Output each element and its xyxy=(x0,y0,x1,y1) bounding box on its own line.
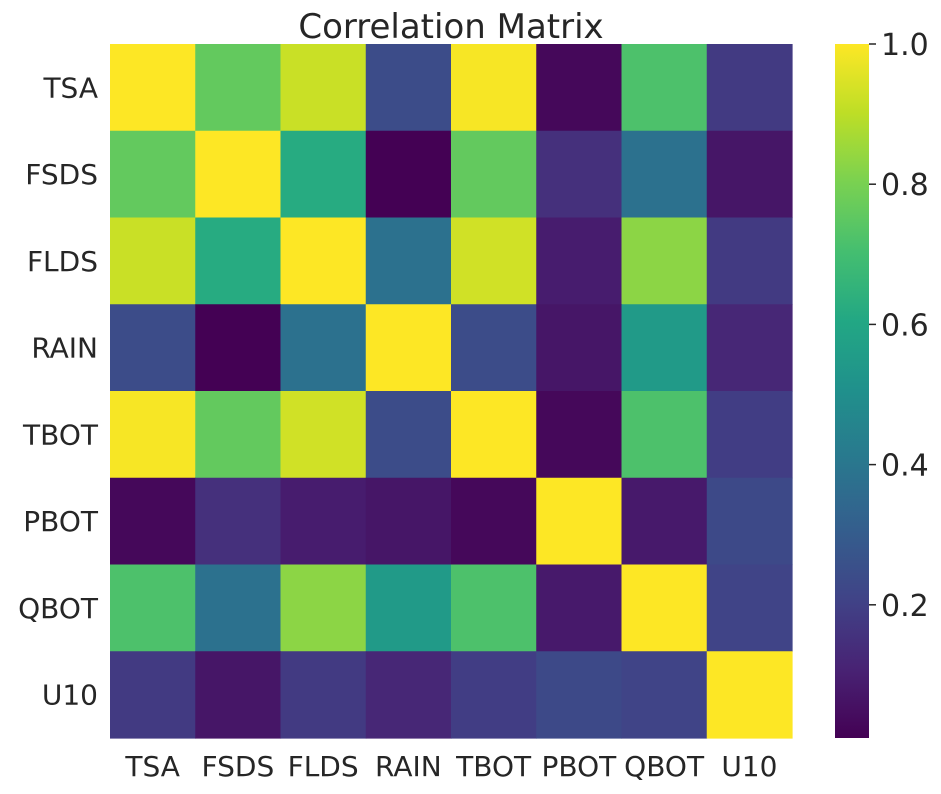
chart-title: Correlation Matrix xyxy=(298,7,603,47)
heatmap-cell-tsa-pbot xyxy=(536,44,623,132)
x-tick-label-rain: RAIN xyxy=(375,750,442,783)
heatmap-cell-fsds-pbot xyxy=(536,130,623,219)
heatmap-cell-rain-flds xyxy=(280,304,367,392)
heatmap-cell-tbot-tsa xyxy=(110,391,196,479)
y-tick-label-qbot: QBOT xyxy=(18,592,99,625)
heatmap-cell-tsa-fsds xyxy=(195,44,282,132)
heatmap-cell-rain-u10 xyxy=(706,304,793,392)
heatmap-cell-tbot-rain xyxy=(365,391,452,479)
colorbar-tick-label-0.6: 0.6 xyxy=(881,308,929,343)
heatmap-cell-flds-tsa xyxy=(110,217,196,305)
x-tick-label-fsds: FSDS xyxy=(202,750,275,783)
heatmap-cell-flds-rain xyxy=(365,217,452,305)
heatmap-cell-tbot-pbot xyxy=(536,391,623,479)
heatmap-cell-flds-qbot xyxy=(621,217,708,305)
y-tick-label-u10: U10 xyxy=(42,679,98,712)
colorbar-tick-label-0.4: 0.4 xyxy=(881,449,929,484)
heatmap-cell-rain-rain xyxy=(365,304,452,392)
y-tick-label-fsds: FSDS xyxy=(25,158,98,191)
heatmap-cell-flds-u10 xyxy=(706,217,793,305)
heatmap-cells xyxy=(110,44,793,739)
heatmap-cell-pbot-tsa xyxy=(110,477,196,566)
colorbar: 0.2 0.4 0.6 0.8 1.0 xyxy=(835,28,929,738)
heatmap-cell-tbot-tbot xyxy=(451,391,537,479)
y-tick-label-tsa: TSA xyxy=(42,71,98,104)
colorbar-gradient xyxy=(835,44,869,738)
x-tick-label-tbot: TBOT xyxy=(455,750,532,783)
heatmap-cell-u10-flds xyxy=(280,651,367,739)
heatmap-cell-pbot-qbot xyxy=(621,477,708,566)
heatmap-cell-tbot-fsds xyxy=(195,391,282,479)
heatmap-cell-flds-fsds xyxy=(195,217,282,305)
x-tick-label-flds: FLDS xyxy=(288,750,359,783)
heatmap-cell-pbot-flds xyxy=(280,477,367,566)
heatmap-cell-pbot-fsds xyxy=(195,477,282,566)
heatmap-cell-fsds-qbot xyxy=(621,130,708,219)
heatmap-cell-u10-rain xyxy=(365,651,452,739)
heatmap-cell-rain-qbot xyxy=(621,304,708,392)
heatmap-cell-tsa-u10 xyxy=(706,44,793,132)
colorbar-tick-label-0.2: 0.2 xyxy=(881,589,929,624)
heatmap-cell-rain-fsds xyxy=(195,304,282,392)
heatmap-cell-u10-tsa xyxy=(110,651,196,739)
heatmap-cell-u10-fsds xyxy=(195,651,282,739)
heatmap-cell-tbot-u10 xyxy=(706,391,793,479)
heatmap-cell-tbot-qbot xyxy=(621,391,708,479)
heatmap-cell-fsds-tbot xyxy=(451,130,537,219)
heatmap-cell-pbot-tbot xyxy=(451,477,537,566)
heatmap-cell-rain-tbot xyxy=(451,304,537,392)
heatmap-cell-qbot-tsa xyxy=(110,564,196,652)
heatmap-cell-fsds-u10 xyxy=(706,130,793,219)
heatmap-cell-fsds-rain xyxy=(365,130,452,219)
heatmap-cell-u10-qbot xyxy=(621,651,708,739)
heatmap-cell-fsds-flds xyxy=(280,130,367,219)
y-tick-labels: TSA FSDS FLDS RAIN TBOT PBOT QBOT U10 xyxy=(18,71,99,711)
heatmap-cell-flds-tbot xyxy=(451,217,537,305)
heatmap-cell-flds-flds xyxy=(280,217,367,305)
y-tick-label-rain: RAIN xyxy=(31,332,98,365)
heatmap-cell-rain-pbot xyxy=(536,304,623,392)
y-tick-label-tbot: TBOT xyxy=(22,418,99,451)
heatmap-cell-tsa-tsa xyxy=(110,44,196,132)
heatmap-cell-tsa-flds xyxy=(280,44,367,132)
heatmap-cell-qbot-u10 xyxy=(706,564,793,652)
heatmap-cell-pbot-pbot xyxy=(536,477,623,566)
heatmap-cell-flds-pbot xyxy=(536,217,623,305)
heatmap-cell-tbot-flds xyxy=(280,391,367,479)
colorbar-tick-label-1.0: 1.0 xyxy=(881,28,929,63)
heatmap-cell-qbot-fsds xyxy=(195,564,282,652)
heatmap-cell-u10-pbot xyxy=(536,651,623,739)
heatmap-cell-tsa-rain xyxy=(365,44,452,132)
x-tick-labels: TSA FSDS FLDS RAIN TBOT PBOT QBOT U10 xyxy=(124,750,777,783)
heatmap-cell-pbot-rain xyxy=(365,477,452,566)
heatmap-cell-pbot-u10 xyxy=(706,477,793,566)
heatmap-cell-qbot-qbot xyxy=(621,564,708,652)
heatmap-cell-qbot-tbot xyxy=(451,564,537,652)
y-tick-label-flds: FLDS xyxy=(27,245,98,278)
colorbar-tick-label-0.8: 0.8 xyxy=(881,168,929,203)
x-tick-label-pbot: PBOT xyxy=(542,750,618,783)
x-tick-label-tsa: TSA xyxy=(124,750,180,783)
x-tick-label-u10: U10 xyxy=(721,750,777,783)
heatmap-cell-tsa-tbot xyxy=(451,44,537,132)
heatmap-cell-tsa-qbot xyxy=(621,44,708,132)
heatmap-cell-u10-u10 xyxy=(706,651,793,739)
heatmap-cell-u10-tbot xyxy=(451,651,537,739)
heatmap-cell-fsds-fsds xyxy=(195,130,282,219)
y-tick-label-pbot: PBOT xyxy=(23,505,99,538)
heatmap-cell-qbot-pbot xyxy=(536,564,623,652)
heatmap-cell-rain-tsa xyxy=(110,304,196,392)
heatmap-cell-qbot-flds xyxy=(280,564,367,652)
heatmap-cell-qbot-rain xyxy=(365,564,452,652)
heatmap-cell-fsds-tsa xyxy=(110,130,196,219)
x-tick-label-qbot: QBOT xyxy=(624,750,705,783)
